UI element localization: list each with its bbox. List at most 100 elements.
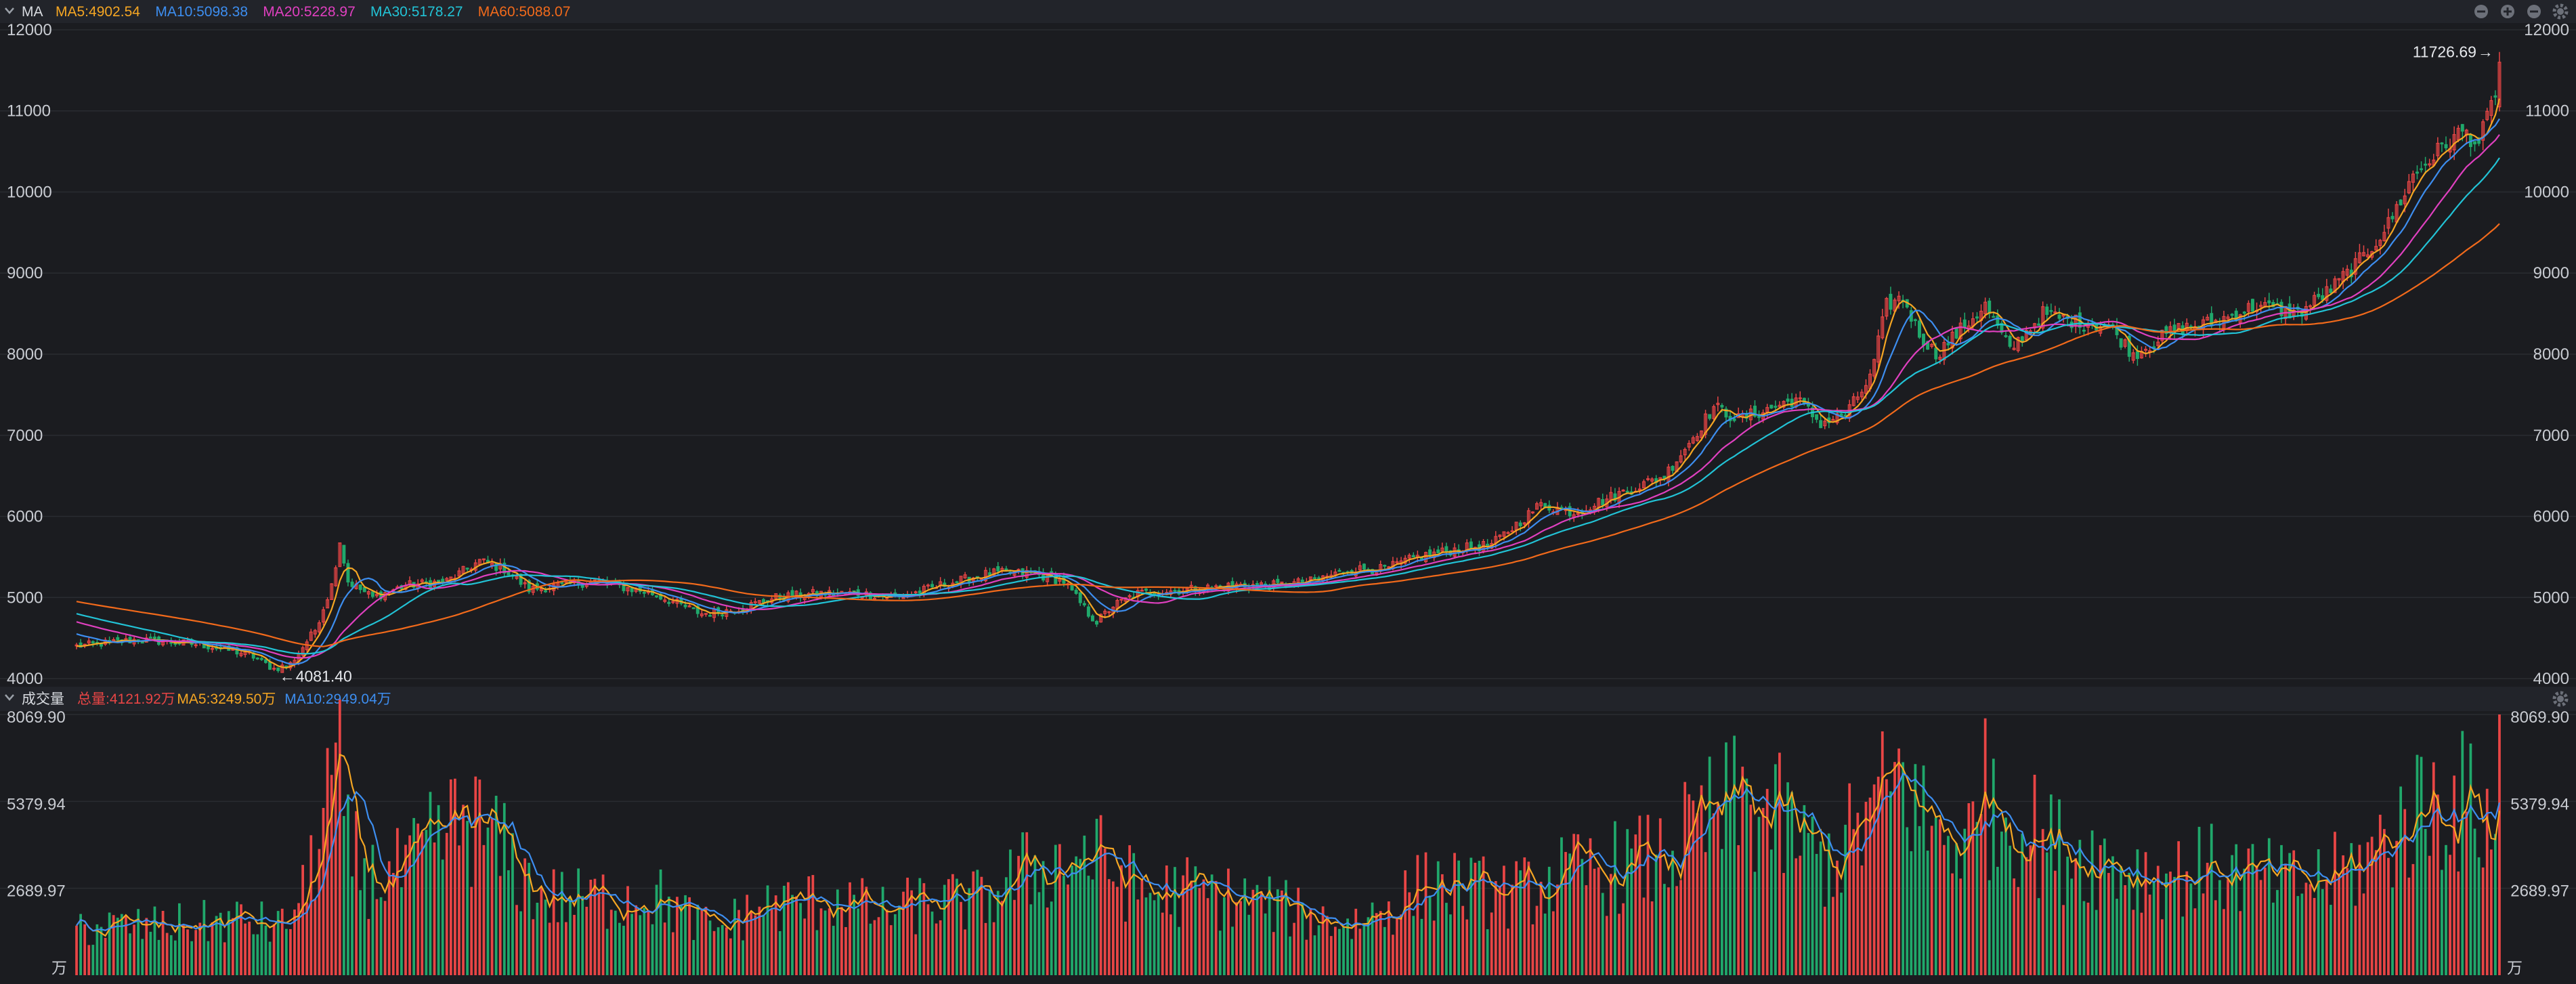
volume-yaxis-right: 8069.90 5379.94 2689.97 [2510, 708, 2569, 901]
candle [1082, 600, 1086, 607]
volume-bar [737, 910, 740, 975]
candle [1687, 440, 1691, 451]
volume-bar [671, 932, 674, 975]
volume-bar [2165, 873, 2168, 975]
candle [1506, 531, 1510, 535]
candle [1732, 414, 1736, 423]
volume-bar [1206, 898, 1209, 975]
chevron-down-icon[interactable] [5, 7, 14, 14]
volume-bar [799, 903, 802, 975]
volume-bar [704, 906, 708, 975]
volume-bar [1075, 856, 1078, 975]
volume-bar [581, 896, 584, 975]
collapse-icon[interactable] [2474, 5, 2488, 18]
volume-ytick-label: 8069.90 [7, 708, 66, 727]
candle [1881, 308, 1885, 340]
volume-gear-icon[interactable] [2552, 691, 2569, 707]
volume-bar [1585, 885, 1588, 975]
candle [2144, 346, 2148, 358]
volume-bar [1255, 884, 1259, 975]
volume-bar [750, 910, 753, 975]
volume-bar [236, 901, 238, 975]
volume-bar [1482, 856, 1485, 975]
volume-bar [1576, 834, 1580, 975]
price-grid [0, 29, 2576, 679]
legend-entry: MA20:5228.97 [263, 4, 356, 20]
volume-bar [1560, 837, 1563, 975]
volume-bar [1235, 902, 1238, 975]
candle [350, 578, 354, 588]
volume-bar [1531, 924, 1534, 975]
volume-bar [972, 871, 975, 975]
volume-bar [976, 870, 979, 975]
volume-bar [2223, 909, 2225, 975]
candle [1872, 358, 1876, 379]
volume-bar [305, 902, 309, 975]
volume-bar [832, 926, 835, 975]
volume-bar [885, 910, 888, 975]
volume-bar [2321, 889, 2324, 975]
volume-bar [482, 844, 486, 975]
volume-bar [1564, 852, 1567, 975]
volume-bar [2177, 841, 2181, 975]
volume-chevron-down-icon[interactable] [5, 694, 14, 701]
volume-bar [2090, 830, 2094, 975]
candle [334, 565, 338, 587]
volume-bar [585, 906, 588, 975]
volume-bar [215, 916, 218, 975]
volume-bar [1432, 920, 1436, 975]
candle [2288, 296, 2292, 319]
candle [2123, 338, 2127, 349]
candle [259, 656, 263, 661]
candle [1876, 329, 1881, 370]
volume-bar [893, 914, 897, 975]
volume-bar [1276, 889, 1279, 975]
volume-bar [429, 792, 432, 975]
volume-bar [1589, 838, 1592, 975]
volume-bar [1099, 815, 1102, 975]
volume-bar [1790, 792, 1794, 975]
volume-bar [782, 885, 786, 975]
volume-bar [2465, 811, 2468, 975]
volume-bar [173, 940, 177, 975]
volume-bar [240, 904, 242, 975]
volume-bar [83, 924, 87, 975]
gear-icon[interactable] [2552, 3, 2569, 20]
volume-bar [1860, 865, 1864, 975]
candle [1917, 316, 1921, 339]
volume-bar [454, 778, 456, 975]
volume-bar [2231, 855, 2233, 975]
price-ytick-label: 6000 [2533, 508, 2569, 526]
candle [2370, 251, 2374, 260]
volume-bar [1260, 891, 1263, 975]
candle [346, 559, 350, 586]
volume-bar [1021, 832, 1025, 975]
volume-ytick-label: 5379.94 [7, 795, 66, 813]
candle [1530, 511, 1534, 515]
volume-bar [1178, 926, 1180, 975]
volume-bar [1025, 832, 1029, 975]
volume-bar [2411, 863, 2415, 975]
volume-bar [2025, 857, 2028, 975]
candle [330, 583, 334, 600]
volume-bar [2362, 893, 2365, 975]
volume-bar [1864, 801, 1868, 975]
candle [338, 542, 342, 568]
volume-bar [2338, 873, 2340, 975]
volume-ytick-label: 8069.90 [2510, 708, 2569, 727]
candle [626, 587, 630, 596]
volume-bar [1457, 860, 1460, 975]
volume-bar [507, 870, 510, 975]
volume-bar [2251, 844, 2254, 975]
volume-bar [112, 915, 115, 975]
volume-bar [314, 899, 317, 975]
volume-bar [1132, 853, 1136, 975]
candle [326, 597, 330, 609]
zoom-out-icon[interactable] [2527, 5, 2541, 18]
volume-bar [692, 940, 695, 975]
volume-bar [1478, 861, 1481, 975]
legend-entry: MA10:2949.04万 [284, 691, 391, 707]
volume-bar [1350, 939, 1354, 975]
volume-bar [1144, 897, 1148, 975]
zoom-in-icon[interactable] [2501, 5, 2514, 18]
